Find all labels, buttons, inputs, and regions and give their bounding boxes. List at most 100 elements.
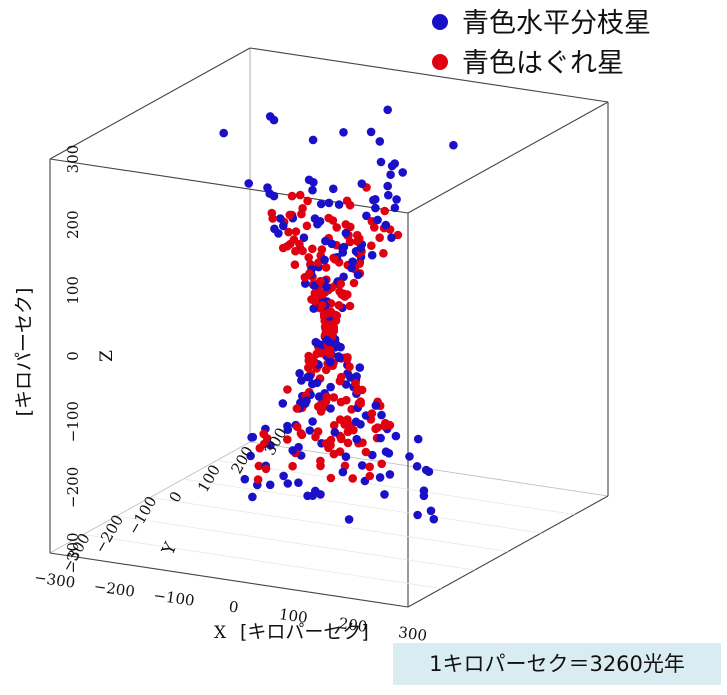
point-hb bbox=[309, 304, 319, 313]
point-hb bbox=[387, 233, 396, 242]
point-hb bbox=[413, 434, 423, 444]
tick-label: 0 bbox=[228, 597, 240, 616]
point-bs bbox=[304, 253, 314, 262]
point-bs bbox=[345, 237, 355, 247]
x-axis-unit: [キロパーセク] bbox=[240, 621, 369, 643]
point-hb bbox=[367, 250, 377, 260]
point-hb bbox=[302, 396, 311, 406]
point-bs bbox=[287, 191, 297, 201]
point-hb bbox=[283, 425, 293, 435]
point-hb bbox=[368, 450, 377, 460]
point-bs bbox=[288, 461, 297, 471]
tick-label: 200 bbox=[227, 443, 257, 477]
point-hb bbox=[341, 228, 351, 238]
point-hb bbox=[295, 369, 304, 378]
z-axis-unit: [キロパーセク] bbox=[13, 288, 35, 417]
point-hb bbox=[356, 244, 365, 253]
point-bs bbox=[303, 196, 312, 206]
tick-label: −300 bbox=[64, 532, 82, 573]
point-bs bbox=[336, 433, 346, 442]
point-bs bbox=[254, 461, 264, 471]
point-bs bbox=[326, 473, 336, 483]
point-hb bbox=[283, 479, 293, 488]
point-hb bbox=[357, 179, 367, 188]
floor-gridline bbox=[83, 534, 442, 589]
tick-label: 300 bbox=[64, 145, 82, 174]
point-bs bbox=[332, 311, 342, 321]
tick-label: 0 bbox=[165, 488, 185, 505]
point-bs bbox=[305, 269, 314, 278]
point-hb bbox=[240, 474, 250, 484]
point-bs bbox=[292, 404, 302, 413]
tick-label: 0 bbox=[64, 351, 82, 361]
x-axis-label: X bbox=[214, 623, 227, 643]
point-bs bbox=[329, 449, 339, 459]
point-hb bbox=[326, 357, 335, 367]
floor-gridline bbox=[183, 478, 542, 534]
point-bs bbox=[340, 292, 350, 301]
floor-gridline bbox=[216, 460, 575, 515]
point-bs bbox=[341, 220, 351, 229]
point-hb bbox=[339, 272, 348, 282]
point-hb bbox=[288, 446, 298, 455]
point-bs bbox=[332, 223, 342, 232]
point-bs bbox=[334, 301, 344, 310]
point-hb bbox=[371, 203, 380, 213]
point-bs bbox=[312, 349, 322, 359]
axes-box bbox=[49, 47, 609, 608]
point-hb bbox=[386, 170, 395, 179]
point-hb bbox=[305, 372, 314, 382]
tick-label: 200 bbox=[338, 614, 369, 636]
point-hb bbox=[347, 263, 356, 273]
point-hb bbox=[279, 221, 288, 231]
point-hb bbox=[375, 473, 385, 482]
point-hb bbox=[429, 514, 439, 524]
point-hb bbox=[247, 433, 256, 442]
point-bs bbox=[291, 227, 301, 236]
point-hb bbox=[339, 128, 348, 137]
point-bs bbox=[290, 260, 300, 270]
point-hb bbox=[244, 179, 253, 188]
point-bs bbox=[345, 301, 355, 311]
legend-label-hb: 青色水平分枝星 bbox=[462, 8, 651, 39]
point-hb bbox=[303, 491, 312, 501]
point-bs bbox=[321, 263, 331, 272]
point-hb bbox=[357, 461, 367, 470]
point-hb bbox=[383, 105, 393, 115]
tick-label: 100 bbox=[194, 462, 224, 496]
unit-note: 1キロパーセク＝3260光年 bbox=[393, 643, 721, 685]
point-bs bbox=[356, 399, 366, 408]
z-axis-label: Z bbox=[97, 350, 117, 362]
point-bs bbox=[371, 424, 380, 434]
point-hb bbox=[246, 451, 255, 461]
point-bs bbox=[319, 310, 329, 319]
point-bs bbox=[380, 206, 390, 216]
point-hb bbox=[265, 480, 275, 490]
point-hb bbox=[278, 399, 288, 408]
point-bs bbox=[283, 435, 292, 444]
point-bs bbox=[343, 438, 353, 448]
point-hb bbox=[413, 510, 422, 520]
tick-label: −200 bbox=[91, 512, 127, 557]
point-hb bbox=[324, 198, 334, 208]
point-bs bbox=[375, 233, 385, 242]
box-edge bbox=[249, 47, 609, 103]
floor-gridline bbox=[149, 497, 509, 552]
point-hb bbox=[301, 279, 310, 288]
point-hb bbox=[326, 404, 335, 413]
point-hb bbox=[381, 447, 391, 457]
point-bs bbox=[335, 376, 345, 386]
point-bs bbox=[316, 290, 326, 299]
point-bs bbox=[297, 209, 306, 219]
legend-marker-hb bbox=[432, 14, 448, 30]
point-hb bbox=[383, 181, 393, 191]
point-hb bbox=[308, 417, 317, 426]
point-bs bbox=[343, 415, 352, 424]
point-bs bbox=[351, 379, 360, 388]
point-bs bbox=[316, 276, 325, 286]
point-hb bbox=[297, 376, 306, 385]
point-hb bbox=[390, 159, 400, 168]
point-hb bbox=[391, 431, 401, 441]
point-bs bbox=[328, 216, 338, 225]
point-hb bbox=[263, 183, 272, 192]
